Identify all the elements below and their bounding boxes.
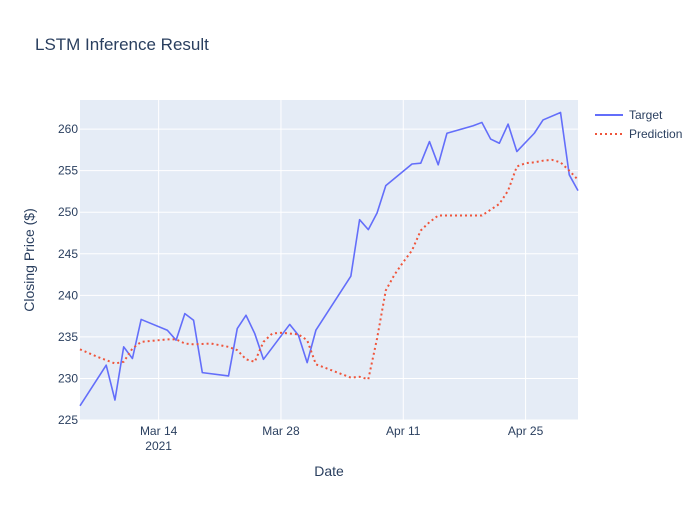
y-tick-label: 260 [58,122,78,136]
legend[interactable]: Target Prediction [595,108,682,141]
chart-title: LSTM Inference Result [35,35,209,54]
y-axis-title: Closing Price ($) [21,208,37,311]
y-tick-label: 250 [58,205,78,219]
y-tick-labels: 225 230 235 240 245 250 255 260 [58,122,78,427]
plot-background [80,100,578,420]
y-tick-label: 225 [58,413,78,427]
y-gridlines [80,128,578,421]
y-tick-label: 235 [58,330,78,344]
x-tick-label: Mar 28 [262,424,300,438]
x-axis-title: Date [314,463,344,479]
y-tick-label: 240 [58,288,78,302]
legend-item-target[interactable]: Target [595,108,663,122]
series-line-target [79,111,579,407]
y-tick-label: 230 [58,371,78,385]
legend-label: Prediction [629,127,682,141]
series-layer [79,111,579,407]
x-tick-sublabel: 2021 [145,439,172,453]
y-tick-label: 245 [58,247,78,261]
x-tick-label: Apr 25 [508,424,544,438]
y-tick-label: 255 [58,164,78,178]
legend-item-prediction[interactable]: Prediction [595,127,682,141]
x-tick-label: Apr 11 [386,424,421,438]
x-tick-label: Mar 14 [140,424,178,438]
legend-label: Target [629,108,663,122]
x-gridlines [158,100,527,420]
